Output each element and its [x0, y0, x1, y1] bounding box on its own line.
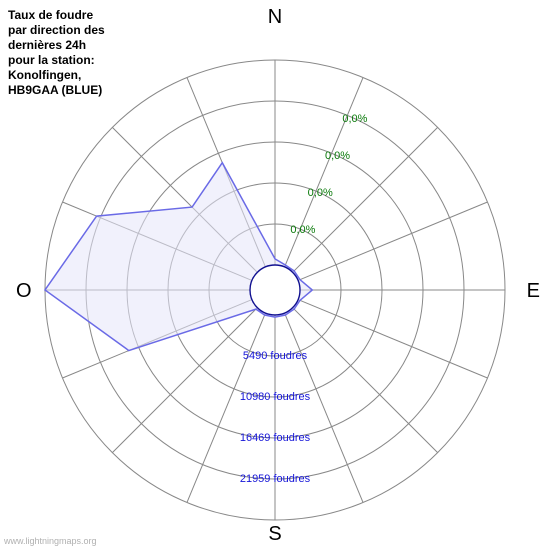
cardinal-n: N	[268, 6, 282, 29]
cardinal-e: E	[527, 280, 540, 303]
pct-label-1: 0,0%	[308, 187, 333, 199]
pct-label-0: 0,0%	[290, 224, 315, 236]
pct-label-2: 0,0%	[325, 150, 350, 162]
count-label-2: 16469 foudres	[240, 432, 310, 444]
pct-label-3: 0,0%	[342, 113, 367, 125]
chart-title: Taux de foudre par direction des dernièr…	[8, 8, 108, 98]
cardinal-s: S	[268, 523, 281, 546]
attribution: www.lightningmaps.org	[4, 536, 97, 546]
count-label-3: 21959 foudres	[240, 473, 310, 485]
cardinal-o: O	[16, 280, 32, 303]
count-label-0: 5490 foudres	[243, 350, 307, 362]
count-label-1: 10980 foudres	[240, 391, 310, 403]
chart-container: { "chart": { "type": "polar-rose", "back…	[0, 0, 550, 550]
